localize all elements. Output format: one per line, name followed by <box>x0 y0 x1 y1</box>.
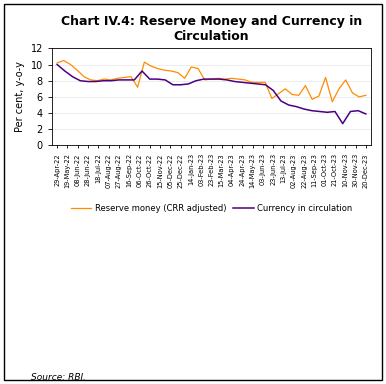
Reserve money (CRR adjusted) <box>303 83 308 88</box>
Reserve money (CRR adjusted) <box>276 91 281 96</box>
Currency in circulation <box>217 77 222 81</box>
Currency in circulation <box>163 78 168 82</box>
Currency in circulation <box>356 108 361 113</box>
Currency in circulation <box>124 78 129 82</box>
Currency in circulation <box>340 121 345 126</box>
Currency in circulation <box>256 82 260 86</box>
Line: Reserve money (CRR adjusted): Reserve money (CRR adjusted) <box>57 60 366 102</box>
Currency in circulation <box>201 77 206 81</box>
Reserve money (CRR adjusted) <box>122 75 127 80</box>
Currency in circulation <box>78 78 83 83</box>
Currency in circulation <box>294 104 299 109</box>
Currency in circulation <box>240 80 245 84</box>
Currency in circulation <box>333 109 337 114</box>
Currency in circulation <box>117 78 121 82</box>
Currency in circulation <box>132 78 137 82</box>
Reserve money (CRR adjusted) <box>88 78 93 82</box>
Currency in circulation <box>209 77 214 81</box>
Reserve money (CRR adjusted) <box>323 75 328 80</box>
Currency in circulation <box>225 78 229 82</box>
Currency in circulation <box>302 107 306 111</box>
Reserve money (CRR adjusted) <box>283 86 288 91</box>
Reserve money (CRR adjusted) <box>337 86 341 91</box>
Currency in circulation <box>86 79 90 84</box>
Currency in circulation <box>155 77 160 81</box>
Reserve money (CRR adjusted) <box>357 94 361 99</box>
Reserve money (CRR adjusted) <box>236 77 240 81</box>
Reserve money (CRR adjusted) <box>350 91 355 95</box>
Reserve money (CRR adjusted) <box>216 76 220 81</box>
Reserve money (CRR adjusted) <box>108 78 113 82</box>
Reserve money (CRR adjusted) <box>330 99 335 104</box>
Currency in circulation <box>109 78 113 83</box>
Currency in circulation <box>279 99 283 103</box>
Line: Currency in circulation: Currency in circulation <box>57 65 366 124</box>
Reserve money (CRR adjusted) <box>209 77 214 81</box>
Currency in circulation <box>194 78 198 83</box>
Currency in circulation <box>63 69 67 73</box>
Reserve money (CRR adjusted) <box>196 66 200 71</box>
Reserve money (CRR adjusted) <box>156 66 160 71</box>
Reserve money (CRR adjusted) <box>269 96 274 101</box>
Reserve money (CRR adjusted) <box>176 70 180 75</box>
Title: Chart IV.4: Reserve Money and Currency in
Circulation: Chart IV.4: Reserve Money and Currency i… <box>61 15 362 43</box>
Y-axis label: Per cent, y-o-y: Per cent, y-o-y <box>15 61 25 132</box>
Currency in circulation <box>348 109 353 114</box>
Reserve money (CRR adjusted) <box>243 78 247 82</box>
Currency in circulation <box>186 82 191 86</box>
Reserve money (CRR adjusted) <box>249 80 254 84</box>
Currency in circulation <box>101 78 106 83</box>
Reserve money (CRR adjusted) <box>169 69 174 73</box>
Currency in circulation <box>317 109 322 114</box>
Reserve money (CRR adjusted) <box>102 77 107 81</box>
Reserve money (CRR adjusted) <box>229 76 234 81</box>
Reserve money (CRR adjusted) <box>115 76 120 81</box>
Reserve money (CRR adjusted) <box>129 74 133 79</box>
Currency in circulation <box>147 77 152 81</box>
Currency in circulation <box>286 103 291 107</box>
Reserve money (CRR adjusted) <box>310 97 315 102</box>
Currency in circulation <box>140 69 144 73</box>
Reserve money (CRR adjusted) <box>223 77 227 81</box>
Currency in circulation <box>93 79 98 84</box>
Reserve money (CRR adjusted) <box>162 68 167 73</box>
Reserve money (CRR adjusted) <box>296 93 301 98</box>
Currency in circulation <box>248 81 252 86</box>
Reserve money (CRR adjusted) <box>75 68 80 73</box>
Currency in circulation <box>171 83 175 87</box>
Reserve money (CRR adjusted) <box>95 78 100 83</box>
Reserve money (CRR adjusted) <box>142 60 147 65</box>
Reserve money (CRR adjusted) <box>149 64 153 68</box>
Currency in circulation <box>364 112 368 116</box>
Reserve money (CRR adjusted) <box>68 62 73 67</box>
Text: Source: RBI.: Source: RBI. <box>31 373 86 382</box>
Currency in circulation <box>271 88 276 93</box>
Currency in circulation <box>70 74 75 79</box>
Reserve money (CRR adjusted) <box>263 80 267 84</box>
Reserve money (CRR adjusted) <box>182 76 187 81</box>
Reserve money (CRR adjusted) <box>61 58 66 63</box>
Legend: Reserve money (CRR adjusted), Currency in circulation: Reserve money (CRR adjusted), Currency i… <box>67 200 356 216</box>
Reserve money (CRR adjusted) <box>344 78 348 82</box>
Reserve money (CRR adjusted) <box>317 94 321 98</box>
Currency in circulation <box>232 79 237 84</box>
Reserve money (CRR adjusted) <box>55 61 59 65</box>
Reserve money (CRR adjusted) <box>189 65 194 69</box>
Currency in circulation <box>310 108 314 113</box>
Reserve money (CRR adjusted) <box>202 78 207 82</box>
Currency in circulation <box>263 83 268 87</box>
Reserve money (CRR adjusted) <box>364 93 368 98</box>
Currency in circulation <box>178 83 183 87</box>
Reserve money (CRR adjusted) <box>256 80 261 84</box>
Reserve money (CRR adjusted) <box>135 85 140 89</box>
Reserve money (CRR adjusted) <box>290 92 295 97</box>
Currency in circulation <box>55 62 59 67</box>
Reserve money (CRR adjusted) <box>81 74 86 79</box>
Currency in circulation <box>325 110 330 114</box>
